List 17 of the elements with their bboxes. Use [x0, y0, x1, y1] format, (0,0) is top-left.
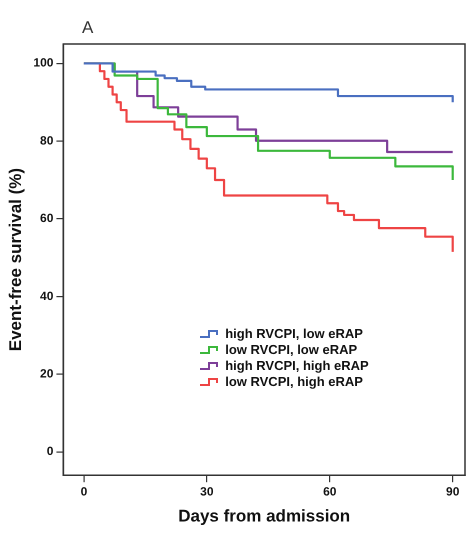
x-tick-label: 0	[80, 484, 88, 499]
x-tick-label: 60	[323, 484, 337, 499]
y-tick-label: 20	[40, 366, 54, 381]
legend-label: high RVCPI, high eRAP	[225, 358, 369, 374]
legend-label: high RVCPI, low eRAP	[225, 326, 363, 342]
y-tick-label: 0	[46, 444, 54, 458]
y-tick-label: 80	[40, 133, 54, 148]
x-axis-title: Days from admission	[178, 506, 350, 526]
legend-label: low RVCPI, high eRAP	[225, 374, 363, 390]
y-tick-label: 100	[33, 56, 54, 70]
y-axis-title: Event-free survival (%)	[6, 168, 25, 352]
y-tick-label: 60	[40, 211, 54, 226]
text: A	[82, 18, 94, 38]
x-tick-label: 90	[446, 484, 460, 499]
x-tick-label: 30	[200, 484, 214, 499]
legend-label: low RVCPI, low eRAP	[225, 342, 358, 358]
y-tick-label: 40	[40, 288, 54, 303]
